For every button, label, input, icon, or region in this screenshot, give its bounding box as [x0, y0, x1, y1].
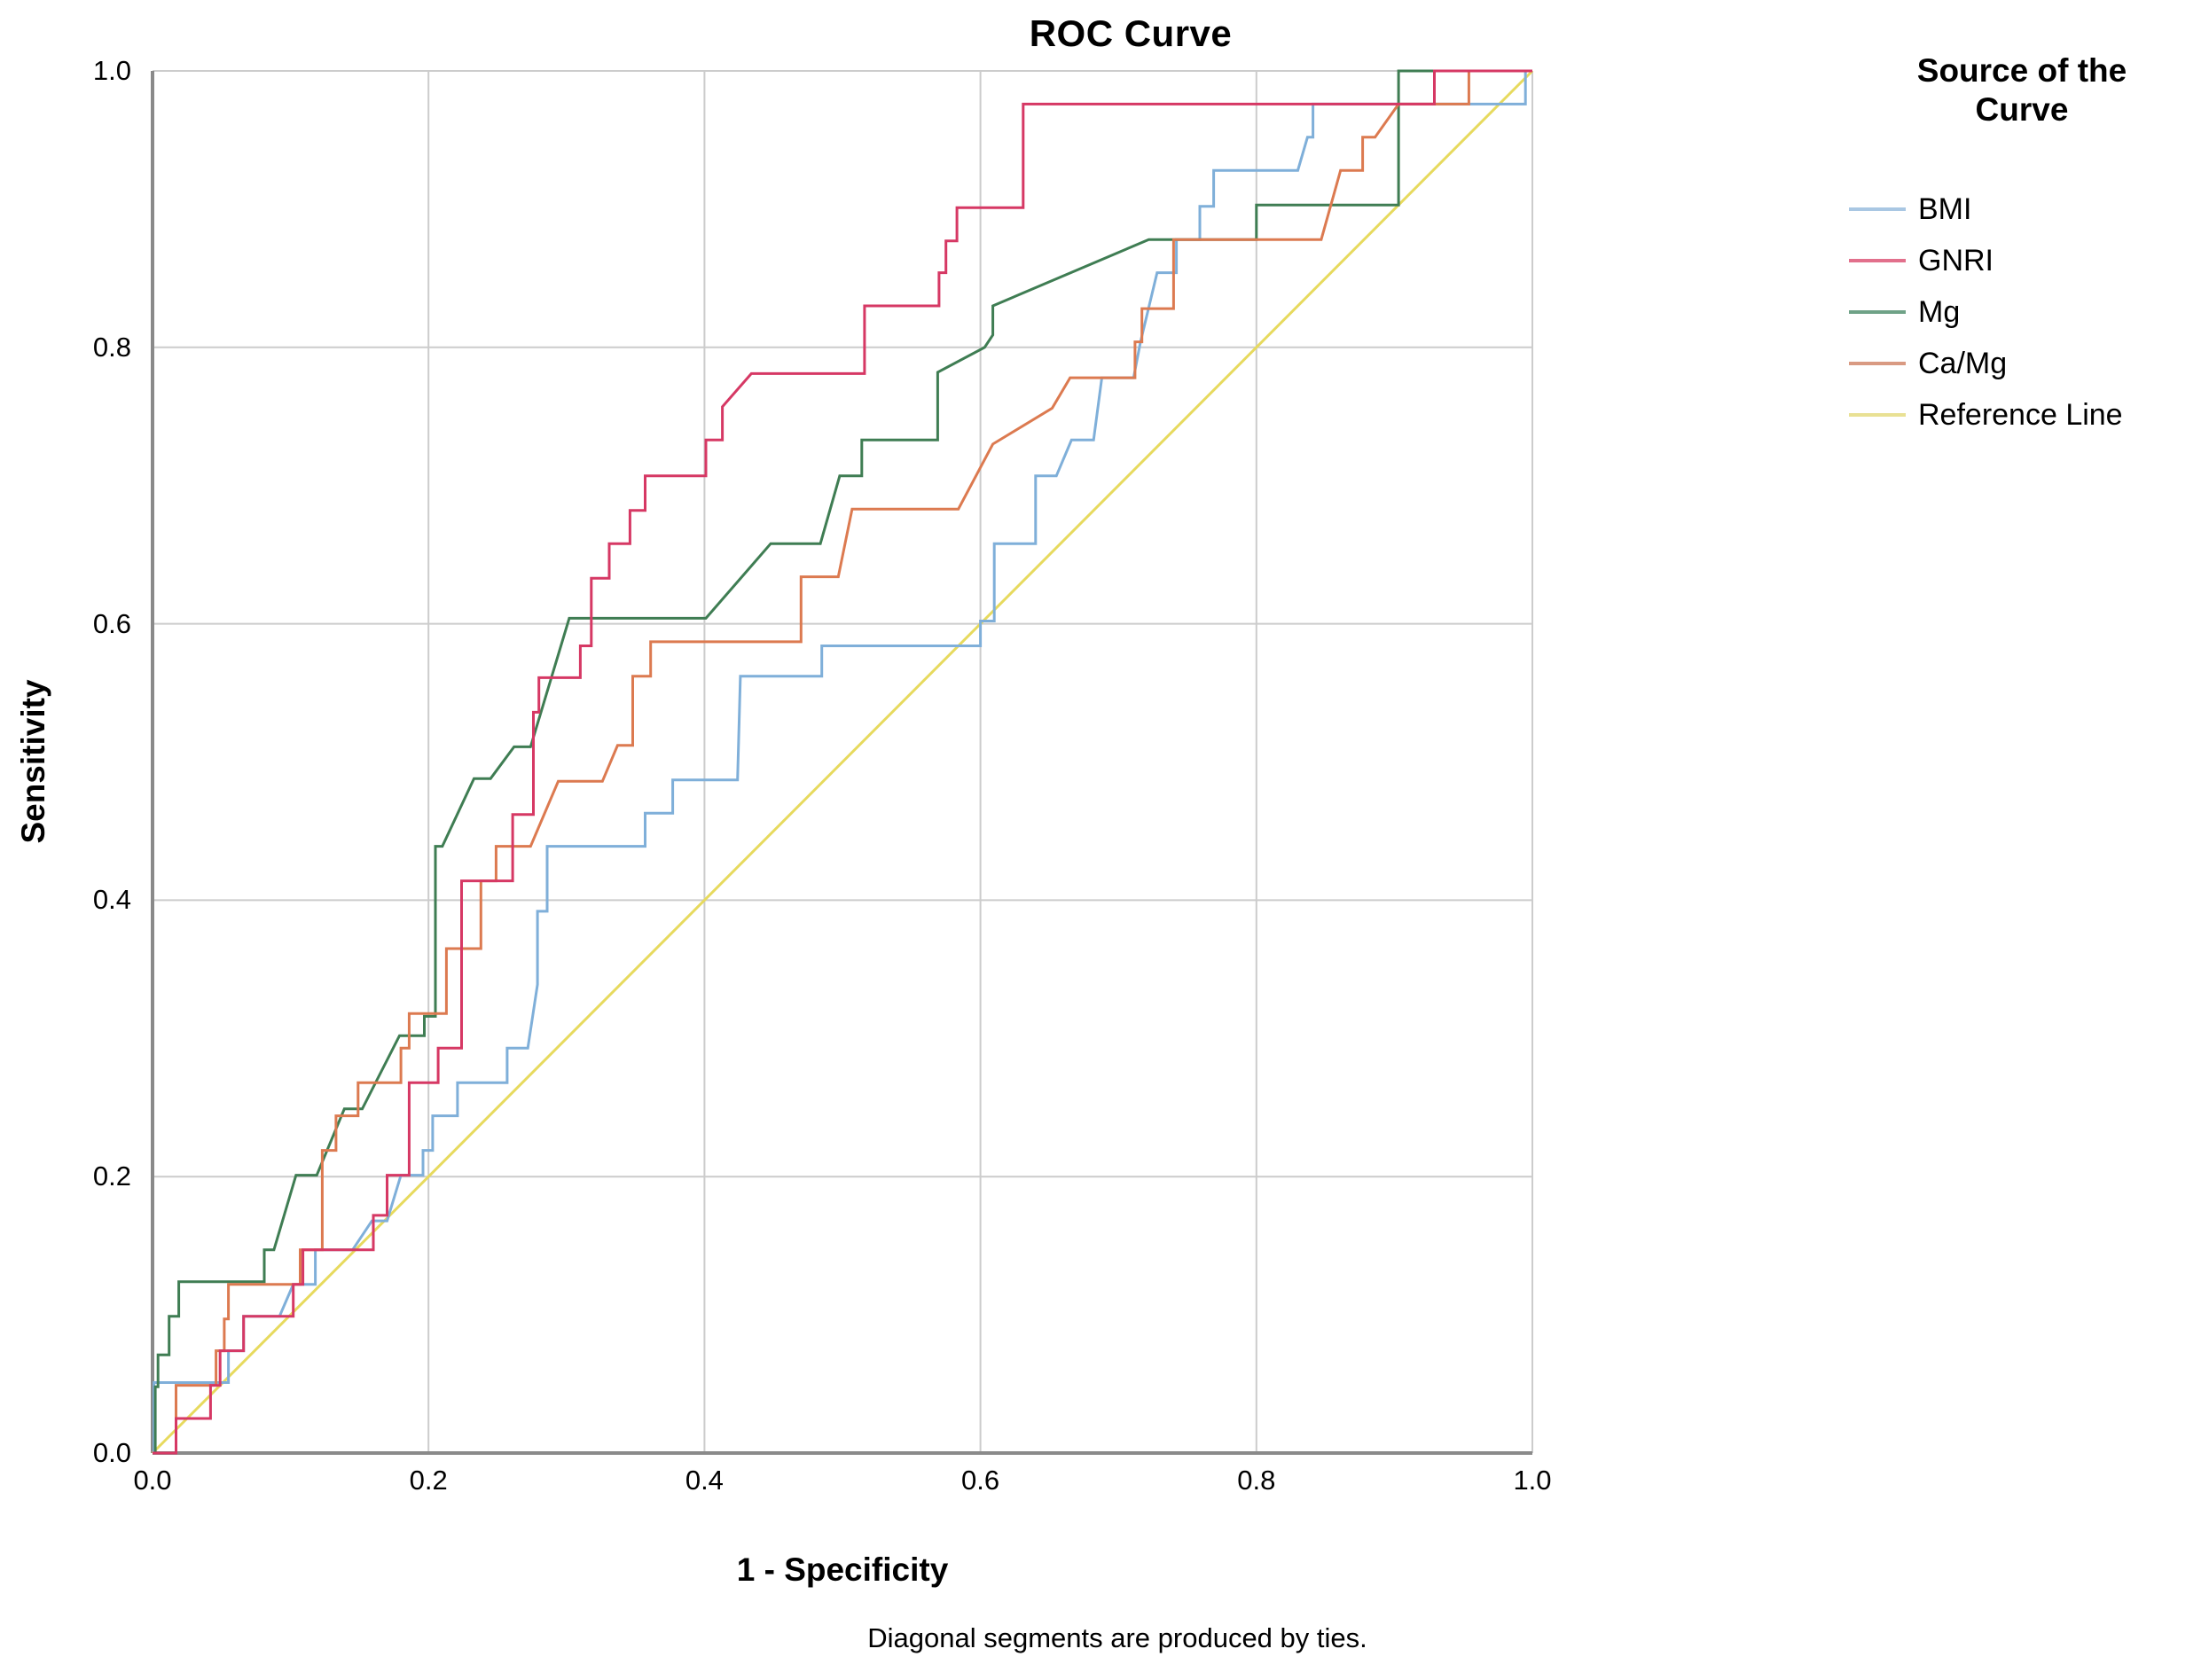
y-axis-title: Sensitivity — [15, 679, 51, 844]
legend-item-GNRI: GNRI — [1849, 235, 2204, 286]
legend-item-label: GNRI — [1918, 243, 1994, 277]
roc-curve-Mg — [153, 69, 1532, 1455]
y-tick-label: 0.4 — [92, 884, 131, 916]
x-tick-label: 0.2 — [409, 1465, 448, 1496]
chart-title: ROC Curve — [1029, 12, 1233, 54]
legend-swatch-line — [1849, 259, 1906, 263]
y-tick-label: 0.0 — [92, 1437, 131, 1468]
legend-item-BMI: BMI — [1849, 184, 2204, 235]
y-tick-label: 1.0 — [92, 55, 131, 86]
legend-item-label: Reference Line — [1918, 397, 2123, 432]
legend-swatch-line — [1849, 310, 1906, 315]
x-tick-label: 1.0 — [1513, 1465, 1552, 1496]
legend-swatch-line — [1849, 362, 1906, 366]
x-tick-label: 0.0 — [133, 1465, 172, 1496]
x-axis-title: 1 - Specificity — [736, 1551, 949, 1588]
x-tick-label: 0.4 — [685, 1465, 724, 1496]
roc-curve-Reference-Line — [151, 69, 1534, 1455]
legend: Source of the Curve BMI GNRI Mg Ca/Mg Refere… — [1849, 51, 2204, 441]
legend-items: BMI GNRI Mg Ca/Mg Reference Line — [1849, 184, 2204, 441]
legend-title: Source of the Curve — [1916, 52, 2127, 128]
plot-area — [151, 69, 1534, 1455]
legend-item-label: BMI — [1918, 191, 1972, 226]
y-tick-label: 0.8 — [92, 331, 131, 363]
legend-item-label: Mg — [1918, 294, 1961, 329]
x-tick-label: 0.8 — [1237, 1465, 1276, 1496]
y-tick-label: 0.2 — [92, 1160, 131, 1192]
legend-item-Reference-Line: Reference Line — [1849, 389, 2204, 441]
legend-swatch-line — [1849, 207, 1906, 212]
legend-item-Mg: Mg — [1849, 286, 2204, 338]
roc-curve-Ca-Mg — [153, 69, 1532, 1455]
chart-footnote: Diagonal segments are produced by ties. — [867, 1622, 1367, 1653]
roc-curve-GNRI — [153, 69, 1532, 1455]
legend-item-label: Ca/Mg — [1918, 346, 2008, 380]
legend-item-Ca-Mg: Ca/Mg — [1849, 338, 2204, 389]
x-tick-label: 0.6 — [961, 1465, 1000, 1496]
y-tick-label: 0.6 — [92, 607, 131, 639]
legend-swatch-line — [1849, 413, 1906, 418]
